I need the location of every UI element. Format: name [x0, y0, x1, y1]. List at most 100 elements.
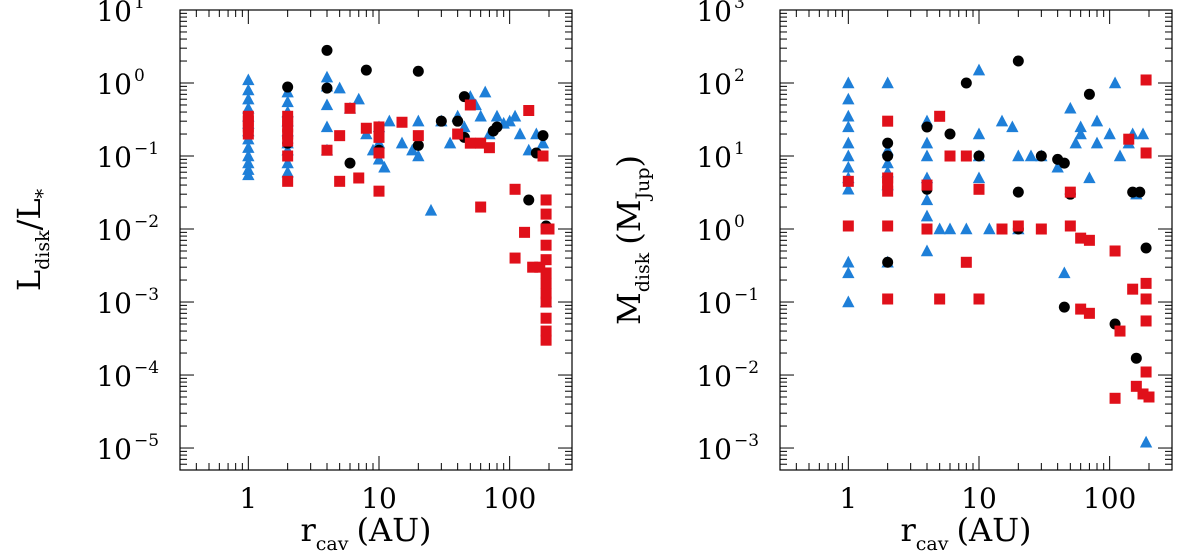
- triangle-point: [972, 171, 986, 184]
- triangle-point: [995, 114, 1009, 127]
- triangle-point: [443, 136, 457, 149]
- y-tick-label: 10: [96, 214, 132, 247]
- circle-point: [282, 81, 294, 93]
- triangle-point: [881, 156, 894, 169]
- y-tick-label: 10: [696, 214, 732, 247]
- triangle-point: [242, 156, 255, 169]
- square-point: [396, 116, 408, 128]
- triangle-point: [920, 149, 934, 162]
- triangle-point: [320, 70, 334, 83]
- circle-point: [1134, 186, 1146, 198]
- triangle-point: [842, 182, 855, 195]
- circle-point: [360, 64, 372, 76]
- triangle-point: [1136, 127, 1150, 140]
- triangle-point: [1090, 114, 1104, 127]
- circle-point: [1140, 242, 1152, 254]
- y-tick-label: 10: [96, 68, 132, 101]
- circle-point: [1035, 150, 1047, 162]
- square-point: [1075, 232, 1087, 244]
- triangle-point: [842, 109, 855, 122]
- triangle-point: [1083, 171, 1096, 184]
- square-point: [540, 312, 552, 324]
- triangle-point: [1051, 160, 1064, 173]
- square-point: [282, 150, 294, 162]
- square-point: [540, 288, 552, 300]
- square-series: [242, 99, 555, 346]
- y-tick-exponent: −4: [134, 358, 159, 378]
- square-point: [1109, 392, 1121, 404]
- square-point: [540, 254, 552, 266]
- square-point: [882, 172, 894, 184]
- y-tick-exponent: −2: [134, 212, 159, 232]
- circle-point: [412, 65, 424, 77]
- square-point: [334, 175, 346, 187]
- triangle-point: [490, 109, 504, 122]
- triangle-point: [536, 136, 550, 149]
- circle-point: [960, 77, 972, 89]
- square-point: [1140, 293, 1152, 305]
- triangle-point: [513, 127, 527, 140]
- triangle-point: [242, 83, 255, 96]
- triangle-point: [960, 222, 973, 235]
- square-point: [540, 334, 552, 346]
- square-point: [242, 128, 254, 140]
- circle-point: [523, 194, 535, 206]
- triangle-point: [242, 168, 255, 181]
- square-point: [1035, 223, 1047, 235]
- y-tick-exponent: −1: [734, 285, 759, 305]
- square-point: [1123, 133, 1135, 145]
- triangle-point: [920, 136, 934, 149]
- triangle-point: [983, 222, 996, 235]
- triangle-point: [842, 255, 855, 268]
- triangle-point: [372, 152, 386, 165]
- y-tick-label: 10: [696, 433, 732, 466]
- square-point: [1140, 147, 1152, 159]
- y-tick-exponent: −2: [734, 358, 759, 378]
- square-point: [882, 185, 894, 197]
- square-point: [344, 102, 356, 114]
- y-tick-label: 10: [96, 287, 132, 320]
- triangle-point: [242, 141, 255, 153]
- triangle-point: [1074, 120, 1087, 133]
- circle-point: [882, 256, 894, 268]
- x-axis-label: rcav (AU): [900, 511, 1031, 554]
- square-point: [540, 208, 552, 220]
- y-tick-label: 10: [696, 0, 732, 28]
- triangle-point: [933, 222, 946, 235]
- square-point: [882, 178, 894, 190]
- square-point: [540, 194, 552, 206]
- x-axis-label: rcav (AU): [300, 511, 431, 554]
- square-point: [475, 201, 487, 213]
- square-point: [242, 121, 254, 133]
- triangle-point: [920, 193, 934, 206]
- triangle-point: [920, 209, 934, 222]
- x-tick-label: 1: [839, 482, 857, 515]
- square-point: [543, 223, 555, 235]
- square-point: [282, 135, 294, 147]
- square-point: [540, 277, 552, 289]
- triangle-point: [281, 95, 294, 108]
- circle-point: [412, 139, 424, 151]
- triangle-point: [1024, 149, 1038, 162]
- triangle-point: [842, 160, 855, 173]
- triangle-point: [242, 101, 255, 114]
- circle-point: [491, 121, 503, 133]
- square-point: [540, 325, 552, 337]
- y-tick-label: 10: [96, 433, 132, 466]
- square-point: [373, 131, 385, 143]
- y-tick-label: 10: [696, 68, 732, 101]
- x-tick-label: 100: [483, 482, 536, 515]
- triangle-point: [1113, 149, 1127, 162]
- x-tick-label: 100: [1083, 482, 1136, 515]
- y-tick-exponent: 1: [134, 0, 145, 13]
- circle-point: [1012, 186, 1024, 198]
- y-tick-label: 10: [696, 360, 732, 393]
- y-tick-exponent: −1: [134, 139, 159, 159]
- square-point: [534, 261, 546, 273]
- triangle-point: [1012, 149, 1025, 162]
- triangle-point: [972, 63, 986, 76]
- triangle-point: [1108, 76, 1122, 89]
- circle-point: [344, 157, 356, 169]
- circle-point: [882, 137, 894, 149]
